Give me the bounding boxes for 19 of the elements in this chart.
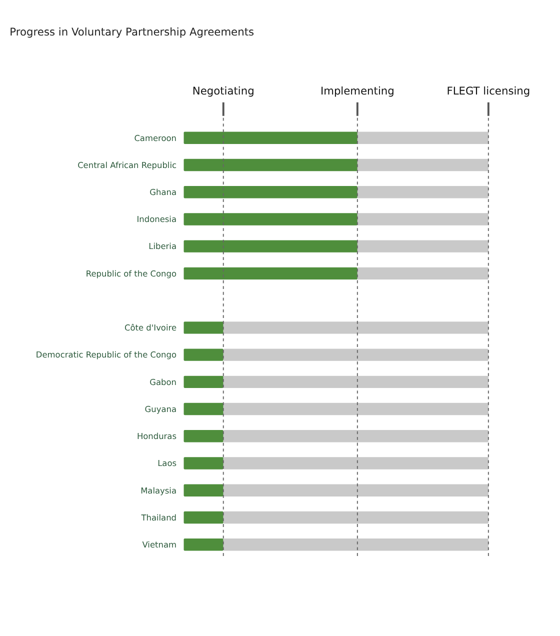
y-tick-label: Thailand — [140, 512, 177, 522]
y-tick-label: Cameroon — [134, 132, 177, 143]
y-tick-label: Ghana — [150, 187, 177, 197]
y-tick-label: Côte d'Ivoire — [124, 322, 177, 333]
y-tick-label: Vietnam — [142, 540, 177, 550]
chart-title: Progress in Voluntary Partnership Agreements — [10, 26, 254, 39]
ref-line-label: Implementing — [320, 84, 394, 98]
y-tick-label: Indonesia — [136, 214, 177, 224]
y-tick-label: Honduras — [136, 431, 177, 442]
y-tick-label: Malaysia — [140, 485, 177, 496]
y-tick-label: Central African Republic — [78, 160, 177, 170]
ref-line-label: Negotiating — [192, 84, 254, 98]
y-tick-label: Gabon — [150, 376, 177, 387]
y-tick-label: Liberia — [148, 241, 177, 252]
y-tick-label: Democratic Republic of the Congo — [36, 350, 177, 360]
y-tick-label: Laos — [158, 458, 177, 468]
y-tick-label: Guyana — [144, 404, 177, 414]
ref-line-label: FLEGT licensing — [446, 84, 530, 98]
y-tick-label: Republic of the Congo — [86, 268, 177, 278]
